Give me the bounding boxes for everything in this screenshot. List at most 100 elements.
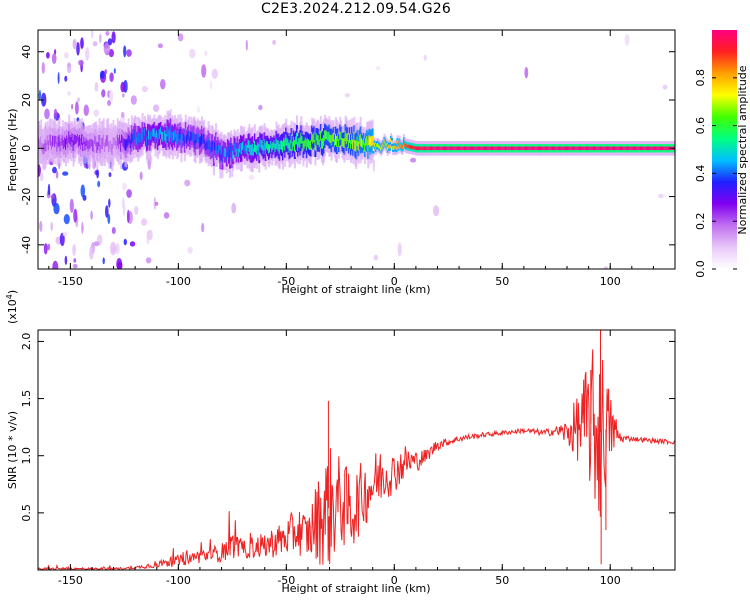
heatmap-noise-blob — [105, 205, 109, 218]
heatmap-noise-blob — [209, 80, 213, 90]
colorbar-tick-label: 0.8 — [694, 69, 707, 87]
heatmap-noise-blob — [122, 203, 126, 216]
heatmap-ridge-core — [328, 131, 331, 142]
heatmap-ridge-core — [550, 146, 553, 151]
heatmap-ridge-core — [354, 140, 357, 151]
heatmap-ridge-core — [60, 138, 63, 146]
heatmap-ridge-core — [514, 146, 517, 151]
heatmap-ridge-core — [157, 129, 160, 140]
heatmap-ridge-core — [536, 146, 539, 151]
heatmap-noise-blob — [115, 242, 120, 255]
snr-panel: -150 -100 -50 0 50 100 0.5 1.0 1.5 2.0 Height of … — [5, 290, 676, 595]
heatmap-ridge-core — [614, 146, 617, 151]
heatmap-ridge-core — [656, 146, 659, 151]
colorbar-gradient — [712, 30, 737, 269]
heatmap-ridge-core — [462, 146, 465, 151]
heatmap-noise-blob — [90, 30, 94, 39]
heatmap-ridge-core — [589, 146, 592, 151]
heatmap-ridge-core — [577, 146, 580, 151]
heatmap-ridge-core — [568, 146, 571, 151]
heatmap-ridge-core — [216, 146, 219, 155]
heatmap-noise-blob — [44, 108, 50, 120]
heatmap-ridge-core — [515, 146, 518, 151]
heatmap-ridge-core — [510, 146, 513, 151]
heatmap-ridge-core — [402, 139, 405, 144]
heatmap-ridge-core — [81, 134, 84, 145]
heatmap-ridge-core — [95, 136, 98, 147]
heatmap-ridge-core — [306, 138, 309, 147]
heatmap-ridge-core — [405, 144, 408, 148]
heatmap-noise-blob — [423, 54, 427, 61]
colorbar-tick-label: 0.2 — [694, 212, 707, 230]
heatmap-noise-blob — [82, 194, 87, 201]
heatmap-ridge-core — [527, 146, 530, 151]
heatmap-noise-blob — [129, 241, 136, 247]
heatmap-ridge-core — [615, 146, 618, 151]
y-tick-label: 0.5 — [20, 504, 33, 522]
heatmap-ridge-core — [228, 147, 230, 157]
heatmap-ridge-core — [542, 146, 545, 151]
heatmap-ridge-core — [66, 135, 69, 145]
heatmap-ridge-core — [432, 146, 435, 151]
heatmap-ridge-core — [429, 146, 432, 151]
heatmap-ridge-core — [249, 144, 252, 156]
heatmap-noise-blob — [72, 244, 76, 256]
y-tick-label: 1.5 — [20, 390, 33, 408]
heatmap-ridge-core — [313, 132, 316, 142]
heatmap-noise-blob — [85, 47, 90, 61]
heatmap-ridge-core — [537, 146, 540, 151]
heatmap-ridge-core — [193, 133, 196, 145]
heatmap-ridge-core — [375, 143, 378, 148]
heatmap-noise-blob — [344, 93, 351, 98]
heatmap-noise-blob — [46, 52, 50, 59]
heatmap-ridge-core — [297, 142, 300, 151]
heatmap-ridge-core — [567, 146, 569, 151]
spectrogram-x-axis-label: Height of straight line (km) — [281, 283, 430, 296]
heatmap-ridge-core — [639, 146, 642, 151]
heatmap-ridge-core — [625, 146, 628, 151]
heatmap-ridge-core — [264, 143, 267, 154]
heatmap-ridge-core — [83, 136, 86, 145]
heatmap-ridge-core — [68, 131, 71, 143]
heatmap-ridge-core — [260, 139, 263, 149]
heatmap-ridge-core — [244, 145, 247, 154]
heatmap-ridge-core — [599, 146, 602, 151]
heatmap-ridge-core — [73, 134, 76, 146]
heatmap-noise-blob — [69, 198, 74, 213]
heatmap-noise-blob — [126, 189, 132, 198]
snr-series-line — [38, 349, 675, 570]
heatmap-noise-blob — [152, 104, 160, 112]
heatmap-ridge-core — [607, 146, 609, 151]
heatmap-ridge-core — [483, 146, 486, 151]
heatmap-noise-blob — [145, 257, 152, 264]
heatmap-ridge-core — [630, 146, 633, 151]
heatmap-ridge-core — [458, 146, 460, 151]
heatmap-ridge-core — [574, 146, 577, 151]
heatmap-ridge-core — [344, 130, 347, 141]
heatmap-ridge-core — [370, 136, 373, 146]
heatmap-ridge-core — [372, 147, 375, 151]
heatmap-ridge-core — [191, 132, 194, 140]
heatmap-ridge-core — [134, 129, 137, 140]
heatmap-ridge-core — [42, 144, 45, 154]
heatmap-ridge-core — [592, 146, 595, 151]
heatmap-ridge-core — [259, 138, 262, 147]
heatmap-noise-blob — [99, 33, 102, 44]
heatmap-noise-blob — [130, 95, 137, 105]
heatmap-ridge-core — [303, 140, 306, 149]
heatmap-ridge-core — [265, 141, 268, 149]
heatmap-ridge-core — [111, 143, 114, 155]
heatmap-noise-blob — [50, 194, 55, 199]
heatmap-noise-blob — [96, 169, 99, 179]
spectrogram-frame — [37, 29, 676, 270]
y-tick-label: 1.0 — [20, 447, 33, 465]
x-tick-label: -50 — [277, 275, 295, 288]
x-tick-label: -150 — [58, 574, 83, 587]
heatmap-noise-blob — [76, 42, 80, 56]
heatmap-ridge-core — [415, 146, 418, 151]
heatmap-noise-blob — [93, 241, 100, 247]
heatmap-ridge-core — [336, 135, 338, 147]
heatmap-ridge-core — [75, 136, 78, 144]
heatmap-ridge-core — [401, 145, 404, 149]
x-tick-label: -100 — [166, 275, 191, 288]
